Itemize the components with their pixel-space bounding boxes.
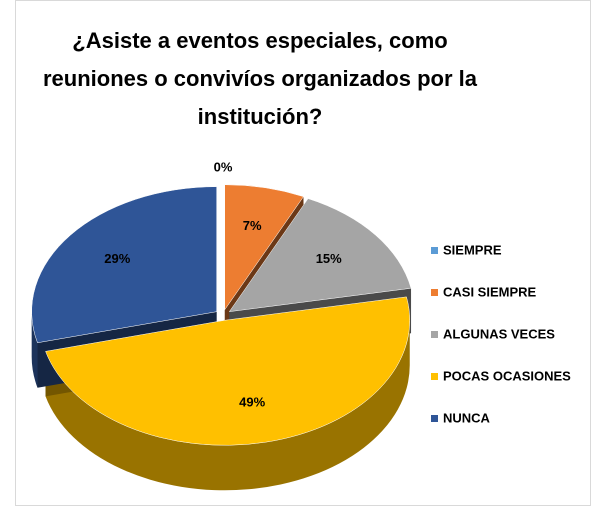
- slice-side: [31, 311, 38, 388]
- data-label: 0%: [214, 160, 233, 175]
- legend-swatch: [431, 289, 438, 296]
- legend-swatch: [431, 415, 438, 422]
- legend-label: POCAS OCASIONES: [443, 368, 571, 383]
- legend-swatch: [431, 247, 438, 254]
- data-label: 49%: [239, 395, 265, 410]
- legend-label: NUNCA: [443, 410, 491, 425]
- slice-side: [45, 320, 410, 491]
- slice: [224, 184, 304, 311]
- slice: [31, 186, 217, 344]
- data-label: 29%: [104, 251, 130, 266]
- chart-title: ¿Asiste a eventos especiales, como reuni…: [43, 28, 477, 129]
- legend-swatch: [431, 331, 438, 338]
- slice: [45, 296, 410, 446]
- legend-label: ALGUNAS VECES: [443, 326, 555, 341]
- data-label: 15%: [316, 251, 342, 266]
- legend-label: CASI SIEMPRE: [443, 284, 537, 299]
- data-label: 7%: [243, 218, 262, 233]
- legend-swatch: [431, 373, 438, 380]
- slice: [228, 198, 412, 313]
- legend-label: SIEMPRE: [443, 242, 502, 257]
